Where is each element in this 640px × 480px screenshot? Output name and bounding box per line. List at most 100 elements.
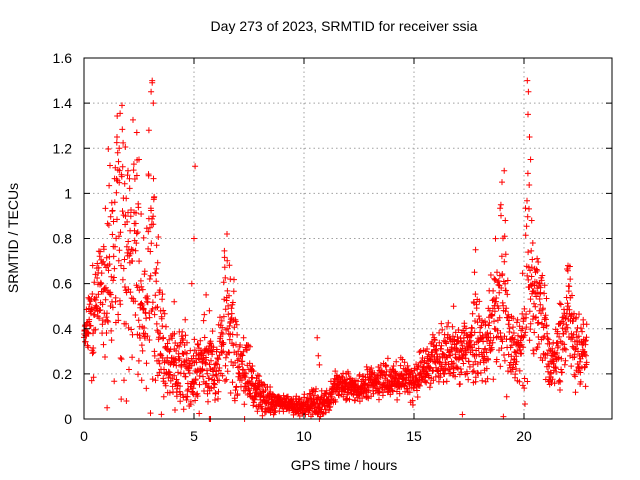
data-point xyxy=(131,176,138,182)
data-point xyxy=(501,233,508,240)
data-point xyxy=(461,337,467,344)
data-point xyxy=(110,277,117,284)
data-point xyxy=(123,243,130,250)
data-point xyxy=(146,276,153,282)
data-point xyxy=(114,149,121,156)
data-point xyxy=(155,234,162,240)
data-point xyxy=(116,247,123,254)
data-point xyxy=(572,389,579,396)
data-point xyxy=(538,277,545,284)
data-point xyxy=(151,311,158,318)
data-point xyxy=(219,372,226,379)
data-point xyxy=(115,257,122,264)
data-point xyxy=(383,368,390,375)
data-point xyxy=(201,334,208,341)
data-point xyxy=(322,390,329,397)
data-point xyxy=(497,201,504,208)
data-point xyxy=(563,328,570,335)
data-point xyxy=(527,267,534,274)
data-point xyxy=(554,328,561,335)
data-point xyxy=(148,207,155,214)
data-point xyxy=(523,223,530,230)
data-point xyxy=(219,324,226,331)
data-point xyxy=(120,139,127,146)
data-point xyxy=(452,373,459,380)
data-point xyxy=(176,343,183,350)
data-point xyxy=(184,339,190,346)
data-point xyxy=(222,362,229,369)
data-point xyxy=(215,395,221,402)
data-point xyxy=(138,342,145,349)
data-point xyxy=(498,285,505,291)
data-point xyxy=(537,289,544,296)
data-point xyxy=(494,269,500,276)
data-point xyxy=(220,348,227,355)
data-point xyxy=(114,216,120,223)
data-point xyxy=(149,79,156,86)
data-point xyxy=(139,347,146,354)
data-point xyxy=(485,322,492,329)
x-tick-label: 0 xyxy=(80,428,88,444)
data-point xyxy=(173,347,180,354)
data-point xyxy=(100,341,107,348)
data-point xyxy=(416,349,423,356)
data-point xyxy=(125,209,131,216)
data-point xyxy=(416,382,423,389)
data-point xyxy=(525,111,531,118)
data-point xyxy=(522,401,528,407)
data-point xyxy=(130,161,137,168)
data-point xyxy=(135,204,142,211)
data-point xyxy=(118,396,125,403)
data-point xyxy=(493,356,500,363)
data-point xyxy=(345,370,352,377)
data-point xyxy=(519,382,526,389)
data-point xyxy=(544,335,551,342)
data-point xyxy=(94,275,101,281)
data-point xyxy=(91,279,98,286)
data-point xyxy=(89,262,96,269)
data-point xyxy=(569,292,575,299)
data-point xyxy=(247,343,253,350)
data-point xyxy=(164,340,171,347)
data-point xyxy=(219,331,226,337)
data-point xyxy=(521,375,528,382)
data-point xyxy=(564,324,571,331)
data-point xyxy=(217,314,223,321)
data-point xyxy=(197,337,204,344)
data-point xyxy=(224,368,231,375)
data-point xyxy=(474,319,481,326)
data-point xyxy=(119,126,126,133)
data-point xyxy=(129,354,136,361)
data-point xyxy=(183,350,190,357)
data-point xyxy=(397,362,404,369)
data-point xyxy=(583,352,589,359)
data-point xyxy=(546,341,553,347)
data-point xyxy=(113,189,120,196)
data-point xyxy=(222,306,229,313)
data-point xyxy=(487,330,494,337)
data-point xyxy=(226,292,232,299)
data-point xyxy=(502,280,509,287)
data-point xyxy=(498,253,505,260)
data-point xyxy=(573,314,580,321)
data-point xyxy=(150,221,157,228)
data-point xyxy=(429,349,436,356)
chart-title: Day 273 of 2023, SRMTID for receiver ssi… xyxy=(211,18,478,34)
data-point xyxy=(516,378,523,385)
data-point xyxy=(436,329,443,336)
data-point xyxy=(203,356,210,363)
data-point xyxy=(473,305,480,312)
data-point xyxy=(235,348,242,355)
data-point xyxy=(229,299,236,306)
data-point xyxy=(529,240,536,246)
data-point xyxy=(389,387,396,394)
data-point xyxy=(346,396,353,403)
data-point xyxy=(471,269,478,276)
data-point xyxy=(554,350,560,356)
data-point xyxy=(213,360,220,367)
data-point xyxy=(562,346,569,353)
data-point xyxy=(526,308,533,315)
data-point xyxy=(93,303,100,310)
data-point xyxy=(150,175,157,182)
data-point xyxy=(126,185,133,192)
